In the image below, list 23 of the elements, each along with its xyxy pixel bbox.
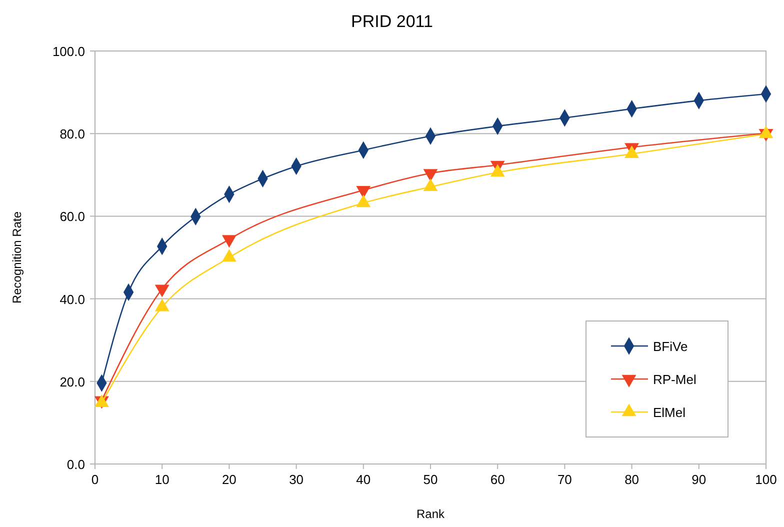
legend-label: ElMel — [653, 405, 686, 420]
y-tick-label: 20.0 — [60, 374, 85, 390]
x-tick-label: 40 — [356, 472, 371, 487]
x-tick-label: 10 — [154, 472, 170, 487]
x-tick-label: 100 — [755, 472, 777, 487]
y-tick-label: 80.0 — [60, 126, 85, 142]
x-tick-label: 80 — [624, 472, 640, 487]
y-tick-label: 60.0 — [60, 209, 85, 224]
x-tick-label: 50 — [423, 472, 438, 487]
x-tick-label: 90 — [692, 472, 706, 487]
x-axis-title: Rank — [416, 507, 446, 521]
x-tick-label: 30 — [289, 472, 304, 487]
y-tick-label: 40.0 — [60, 292, 85, 307]
y-tick-label: 100.0 — [52, 44, 85, 59]
y-axis-title: Recognition Rate — [10, 211, 24, 304]
legend-label: BFiVe — [653, 339, 688, 354]
legend-label: RP-Mel — [653, 372, 696, 387]
x-tick-label: 20 — [222, 472, 236, 487]
x-tick-label: 0 — [91, 472, 99, 487]
x-tick-label: 70 — [557, 472, 572, 487]
x-tick-label: 60 — [490, 472, 505, 487]
chart-title: PRID 2011 — [351, 12, 433, 31]
y-tick-label: 0.0 — [66, 457, 85, 472]
